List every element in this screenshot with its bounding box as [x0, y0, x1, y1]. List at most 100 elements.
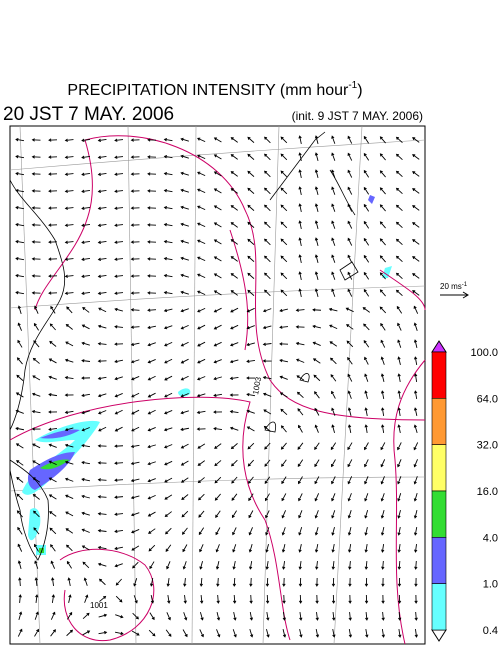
colorbar-label: 0.4 [483, 625, 498, 637]
wind-arrow [81, 511, 90, 516]
wind-arrow [48, 393, 58, 397]
wind-arrow [163, 257, 173, 261]
wind-arrow [230, 273, 238, 279]
wind-arrow [364, 560, 368, 570]
wind-arrow [131, 528, 140, 534]
map-frame [9, 125, 426, 645]
wind-arrow [264, 289, 271, 297]
wind-arrow [15, 172, 25, 176]
wind-arrow [81, 189, 91, 193]
wind-arrow [199, 612, 204, 621]
wind-arrow [81, 172, 91, 176]
wind-arrow [148, 528, 156, 534]
wind-arrow [231, 493, 238, 501]
wind-arrow [347, 510, 352, 519]
wind-arrow [264, 136, 271, 144]
wind-arrow [68, 594, 72, 604]
wind-arrow [331, 390, 336, 399]
wind-arrow [264, 170, 271, 178]
wind-arrow [197, 358, 206, 364]
wind-arrow [216, 577, 220, 587]
longitude-line [191, 125, 197, 645]
wind-arrow [50, 629, 56, 637]
wind-arrow [34, 543, 39, 552]
wind-arrow [180, 290, 189, 295]
wind-arrow [381, 611, 385, 621]
wind-arrow [48, 477, 57, 483]
wind-arrow [265, 510, 270, 519]
wind-arrow [298, 237, 302, 247]
wind-arrow [413, 442, 419, 451]
wind-arrow [230, 256, 238, 262]
wind-arrow [296, 391, 304, 399]
wind-arrow [280, 408, 288, 415]
wind-arrow [248, 560, 253, 570]
wind-arrow [364, 373, 369, 382]
wind-arrow [347, 527, 352, 536]
wind-arrow [280, 136, 288, 144]
wind-arrow [64, 477, 74, 482]
wind-arrow [163, 291, 173, 295]
wind-arrow [183, 612, 188, 621]
colorbar-label: 64.0 [477, 393, 498, 405]
wind-arrow [248, 493, 254, 502]
wind-arrow [398, 628, 402, 638]
wind-arrow [163, 325, 173, 330]
wind-arrow [380, 390, 385, 400]
wind-arrow [298, 186, 302, 196]
wind-arrow [81, 376, 91, 380]
wind-arrow [32, 510, 40, 518]
wind-arrow [114, 325, 124, 329]
wind-arrow [298, 527, 303, 536]
wind-arrow [397, 339, 402, 348]
wind-arrow [246, 426, 255, 432]
wind-arrow [229, 376, 239, 380]
wind-arrow [330, 357, 337, 365]
wind-arrow [34, 560, 39, 569]
wind-arrow [197, 324, 206, 330]
wind-arrow [197, 239, 206, 245]
wind-arrow [331, 527, 335, 536]
wind-arrow [180, 341, 189, 347]
wind-arrow [31, 240, 41, 244]
wind-arrow [114, 240, 124, 244]
wind-arrow [262, 325, 272, 330]
wind-arrow [347, 476, 353, 485]
wind-arrow [295, 358, 305, 363]
wind-arrow [31, 155, 41, 159]
wind-arrow [264, 238, 271, 246]
wind-arrow [363, 220, 370, 229]
wind-arrow [412, 154, 420, 160]
wind-arrow [31, 223, 41, 227]
colorbar-under [431, 629, 447, 642]
wind-arrow [298, 203, 302, 213]
wind-arrow [130, 325, 140, 329]
wind-arrow [331, 560, 335, 570]
wind-arrow [413, 493, 418, 502]
wind-arrow [331, 135, 336, 144]
wind-arrow [412, 222, 420, 228]
wind-arrow [163, 138, 173, 142]
colorbar-segment [431, 490, 447, 538]
wind-arrow [314, 152, 319, 161]
wind-arrow [83, 577, 88, 586]
wind-arrow [380, 476, 385, 485]
wind-arrow [50, 560, 56, 569]
wind-arrow [396, 305, 403, 314]
wind-arrow [266, 611, 270, 621]
wind-arrow [198, 510, 205, 518]
wind-arrow [363, 237, 370, 246]
colorbar-label: 16.0 [477, 486, 498, 498]
wind-arrow [180, 477, 189, 483]
wind-arrow [282, 611, 286, 621]
wind-arrow [180, 256, 189, 261]
wind-arrow [397, 577, 402, 587]
wind-arrow [379, 238, 386, 246]
wind-arrow [281, 459, 287, 467]
wind-arrow [97, 512, 107, 516]
wind-arrow [364, 459, 369, 468]
wind-arrow [298, 510, 303, 519]
wind-arrow [34, 628, 40, 637]
wind-arrow [312, 324, 321, 329]
wind-arrow [49, 323, 56, 331]
